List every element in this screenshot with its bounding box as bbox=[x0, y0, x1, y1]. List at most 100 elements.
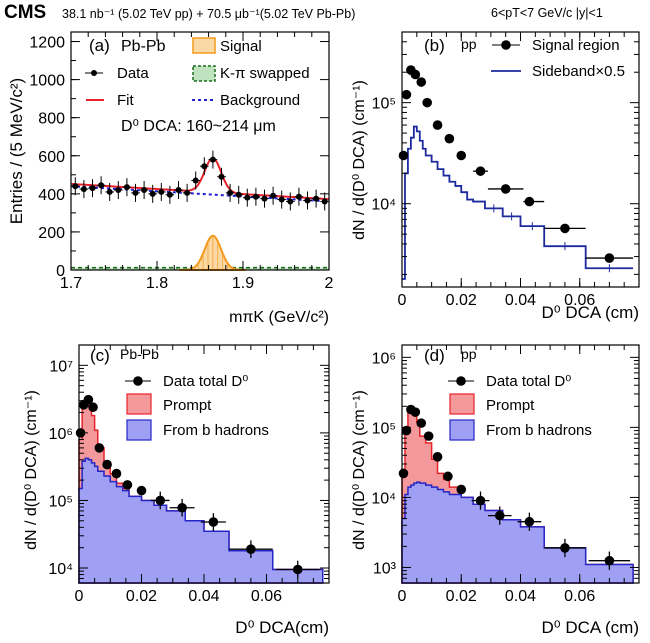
data-point bbox=[141, 187, 148, 194]
panel-d-from-b-area bbox=[401, 481, 634, 584]
panel-a-ytick-label: 0 bbox=[56, 263, 65, 280]
panel-d-ylabel: dN / d(D⁰ DCA) (cm⁻¹) bbox=[351, 390, 368, 550]
panel-a-ytick-label: 1000 bbox=[29, 73, 65, 90]
panel-b-xtick-label: 0 bbox=[398, 292, 407, 309]
panel-a-ytick-label: 200 bbox=[38, 225, 65, 242]
data-point bbox=[132, 189, 139, 196]
signal-point bbox=[401, 89, 412, 100]
panel-c-data-point bbox=[83, 394, 94, 405]
data-point bbox=[278, 196, 285, 203]
data-point bbox=[115, 187, 122, 194]
data-point bbox=[175, 187, 182, 194]
legend-signal-box bbox=[192, 37, 216, 54]
panel-d-data-point bbox=[416, 418, 427, 428]
panel-a-frame bbox=[70, 31, 330, 271]
panel-d-legend-from-b-box bbox=[449, 419, 475, 441]
panel-c-legend-prompt-label: Prompt bbox=[163, 397, 212, 414]
panel-c-data-point bbox=[122, 480, 133, 490]
panel-a-ytick-label: 1200 bbox=[29, 35, 65, 52]
signal-point bbox=[422, 97, 432, 108]
panel-c-data-point bbox=[88, 402, 98, 413]
panel-b-ytick-label: 10⁵ bbox=[372, 96, 396, 113]
panel-d-data-point bbox=[432, 452, 443, 462]
legend-data-marker bbox=[91, 70, 97, 76]
legend-swapped-label: K-π swapped bbox=[220, 65, 310, 82]
panel-b-xlabel: D⁰ DCA (cm) bbox=[542, 303, 639, 322]
panel-d-legend-prompt-label: Prompt bbox=[486, 397, 535, 414]
fit-curve bbox=[70, 157, 330, 201]
panel-d-data-point bbox=[475, 495, 486, 506]
panel-d-data-point bbox=[456, 484, 467, 495]
panel-d-tag: (d) bbox=[424, 346, 445, 365]
data-point bbox=[106, 188, 113, 195]
kinematics-label: 6<pT<7 GeV/c |y|<1 bbox=[491, 6, 603, 20]
legend-swapped-box bbox=[192, 65, 216, 82]
legend-background-label: Background bbox=[220, 92, 300, 109]
panel-c-xtick-label: 0 bbox=[75, 588, 84, 605]
legend-signal-region-label: Signal region bbox=[532, 37, 620, 54]
legend-fit-label: Fit bbox=[117, 92, 134, 109]
data-point bbox=[313, 195, 320, 202]
signal-point bbox=[604, 253, 615, 263]
panel-c-system: Pb-Pb bbox=[120, 346, 159, 362]
panel-d-system: pp bbox=[461, 346, 477, 362]
panel-a-xlabel: mπK (GeV/c²) bbox=[229, 309, 329, 326]
panel-c-ytick-label: 10⁷ bbox=[49, 358, 73, 375]
panel-d-ytick-label: 10³ bbox=[373, 560, 397, 577]
panel-d-data-point bbox=[524, 516, 535, 527]
data-point bbox=[201, 163, 208, 170]
panel-a-xtick-label: 1.9 bbox=[232, 275, 254, 292]
panel-c-from-b-area bbox=[78, 457, 324, 584]
panel-a-ytick-label: 800 bbox=[38, 111, 65, 128]
data-point bbox=[80, 186, 87, 193]
data-point bbox=[252, 193, 259, 200]
panel-c-xlabel: D⁰ DCA(cm) bbox=[235, 618, 329, 637]
panel-c-data-point bbox=[155, 495, 166, 506]
panel-c-legend-data-label: Data total D⁰ bbox=[163, 373, 248, 390]
panel-b-tag: (b) bbox=[424, 36, 445, 55]
panel-b-system: pp bbox=[461, 36, 477, 52]
data-point bbox=[209, 156, 216, 163]
panel-d-xlabel: D⁰ DCA (cm) bbox=[542, 618, 639, 637]
panel-a-ylabel: Entries / (5 MeV/c²) bbox=[7, 78, 26, 224]
panel-c-ytick-label: 10⁶ bbox=[49, 426, 73, 443]
legend-signal-label: Signal bbox=[220, 38, 262, 55]
data-point bbox=[192, 177, 199, 184]
signal-point bbox=[500, 184, 511, 194]
panel-a-annotation: D⁰ DCA: 160~214 μm bbox=[121, 118, 276, 135]
panel-d-legend-from-b-label: From b hadrons bbox=[486, 422, 592, 439]
signal-point bbox=[416, 77, 427, 87]
panel-c-ytick-label: 10⁴ bbox=[48, 561, 73, 578]
panel-d-ytick-label: 10⁶ bbox=[372, 350, 396, 367]
signal-point bbox=[432, 120, 443, 130]
signal-point bbox=[444, 133, 455, 144]
panel-b-xtick-label: 0.06 bbox=[564, 292, 595, 309]
panel-c-data-point bbox=[94, 443, 105, 453]
data-point bbox=[227, 189, 234, 196]
panel-a-xtick-label: 2 bbox=[325, 275, 334, 292]
panel-a-ytick-label: 600 bbox=[38, 149, 65, 166]
panel-c-xtick-label: 0.06 bbox=[251, 588, 282, 605]
panel-c-data-point bbox=[292, 564, 303, 575]
signal-point bbox=[560, 223, 570, 234]
panel-c-xtick-label: 0.02 bbox=[126, 588, 157, 605]
panel-c-data-point bbox=[177, 502, 187, 513]
data-point bbox=[158, 188, 165, 195]
signal-point bbox=[456, 150, 467, 161]
panel-b-xtick-label: 0.04 bbox=[505, 292, 536, 309]
panel-d-data-point bbox=[560, 543, 570, 553]
legend-signal-region-marker bbox=[501, 40, 511, 50]
data-point bbox=[149, 190, 156, 197]
panel-d-data-point bbox=[423, 431, 434, 441]
panel-d-legend-prompt-box bbox=[449, 393, 475, 415]
data-point bbox=[295, 193, 302, 200]
signal-point bbox=[524, 196, 535, 207]
panel-c-xtick-label: 0.04 bbox=[188, 588, 219, 605]
panel-c-data-point bbox=[136, 485, 147, 496]
data-point bbox=[270, 192, 277, 199]
background-line bbox=[70, 185, 330, 203]
panel-a-xtick-label: 1.7 bbox=[60, 275, 82, 292]
panel-c-legend-prompt-box bbox=[126, 393, 152, 415]
sideband-histogram bbox=[402, 125, 634, 280]
panel-a-xtick-label: 1.8 bbox=[146, 275, 168, 292]
